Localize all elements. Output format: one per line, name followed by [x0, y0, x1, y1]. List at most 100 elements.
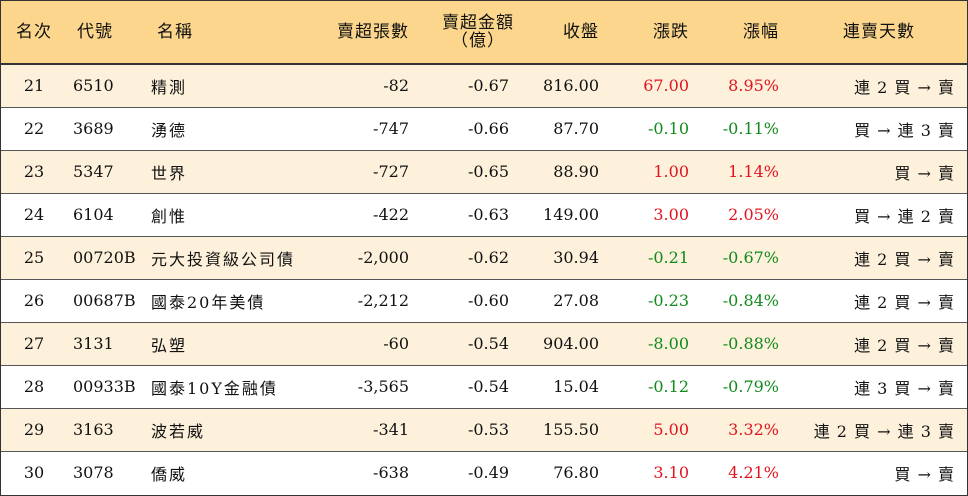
cell-streak: 連 2 買 → 連 3 賣 [813, 421, 955, 441]
cell-streak: 買 → 連 2 賣 [854, 206, 955, 226]
cell-net-sell-amount: -0.65 [467, 162, 509, 181]
cell-rank: 25 [23, 248, 45, 267]
header-pct-change: 漲幅 [743, 22, 779, 42]
cell-net-sell-lots: -3,565 [357, 377, 409, 396]
cell-pct-change: 1.14% [728, 162, 779, 181]
cell-pct-change: -0.84% [722, 291, 779, 310]
cell-net-sell-amount: -0.60 [467, 291, 509, 310]
cell-net-sell-lots: -341 [373, 420, 409, 439]
header-net-sell-amount-unit: （億） [451, 31, 505, 51]
table-row: 30 3078 僑威 -638 -0.49 76.80 3.10 4.21% 買 → 賣 [1, 451, 967, 494]
header-net-sell-lots: 賣超張數 [337, 22, 409, 42]
cell-close: 155.50 [543, 420, 599, 439]
table-row: 28 00933B 國泰10Y金融債 -3,565 -0.54 15.04 -0.12 -0.… [1, 365, 967, 408]
cell-pct-change: 8.95% [728, 76, 779, 96]
cell-streak: 連 2 買 → 賣 [854, 249, 955, 269]
header-row: 名次 代號 名稱 賣超張數 賣超金額 （億） 收盤 漲跌 漲幅 連賣天數 [1, 1, 967, 64]
cell-net-sell-amount: -0.53 [467, 420, 509, 439]
cell-name: 世界 [151, 163, 188, 183]
cell-pct-change: -0.11% [722, 119, 779, 138]
cell-name: 國泰10Y金融債 [151, 378, 278, 398]
header-net-sell-amount: 賣超金額 （億） [421, 1, 521, 64]
cell-net-sell-lots: -82 [383, 76, 409, 96]
cell-rank: 23 [23, 162, 45, 181]
table-row: 24 6104 創惟 -422 -0.63 149.00 3.00 2.05% 買 → 連 2 … [1, 193, 967, 236]
cell-close: 76.80 [553, 463, 599, 483]
cell-pct-change: 2.05% [728, 205, 779, 224]
cell-rank: 29 [23, 420, 45, 439]
header-code: 代號 [77, 22, 113, 42]
cell-code: 6104 [73, 205, 114, 224]
cell-change: 67.00 [643, 76, 689, 96]
cell-streak: 買 → 連 3 賣 [854, 120, 955, 140]
cell-net-sell-lots: -727 [373, 162, 409, 181]
cell-net-sell-lots: -422 [373, 205, 409, 224]
cell-net-sell-lots: -638 [373, 463, 409, 483]
cell-close: 88.90 [553, 162, 599, 181]
cell-name: 湧德 [151, 120, 188, 140]
cell-close: 15.04 [553, 377, 599, 396]
cell-name: 僑威 [151, 464, 188, 484]
cell-streak: 買 → 賣 [894, 163, 955, 183]
cell-net-sell-lots: -2,000 [357, 248, 409, 267]
cell-rank: 28 [23, 377, 45, 396]
cell-pct-change: -0.67% [722, 248, 779, 267]
cell-code: 3689 [73, 119, 114, 138]
cell-code: 6510 [73, 76, 114, 96]
cell-change: 3.10 [653, 463, 689, 483]
cell-code: 00720B [73, 248, 136, 267]
cell-pct-change: -0.79% [722, 377, 779, 396]
header-net-sell-amount-label: 賣超金額 [442, 13, 514, 33]
cell-pct-change: -0.88% [722, 334, 779, 353]
cell-change: -0.10 [647, 119, 689, 138]
table-row: 22 3689 湧德 -747 -0.66 87.70 -0.10 -0.11% 買 → 連 3… [1, 107, 967, 150]
cell-code: 5347 [73, 162, 114, 181]
cell-net-sell-amount: -0.49 [467, 463, 509, 483]
table-row: 21 6510 精測 -82 -0.67 816.00 67.00 8.95% 連 2 買 → … [1, 64, 967, 107]
cell-close: 816.00 [543, 76, 599, 96]
cell-net-sell-amount: -0.66 [467, 119, 509, 138]
cell-name: 精測 [151, 77, 188, 97]
table-row: 27 3131 弘塑 -60 -0.54 904.00 -8.00 -0.88% 連 2 買 →… [1, 322, 967, 365]
cell-rank: 26 [23, 291, 45, 310]
cell-close: 149.00 [543, 205, 599, 224]
cell-name: 弘塑 [151, 335, 188, 355]
table-row: 25 00720B 元大投資級公司債 -2,000 -0.62 30.94 -0.21 -0.… [1, 236, 967, 279]
header-name: 名稱 [157, 22, 193, 42]
cell-net-sell-amount: -0.54 [467, 334, 509, 353]
cell-code: 3131 [73, 334, 114, 353]
cell-code: 3078 [73, 463, 114, 483]
cell-rank: 30 [23, 463, 45, 483]
cell-streak: 連 2 買 → 賣 [854, 77, 955, 97]
cell-change: -0.23 [647, 291, 689, 310]
cell-streak: 連 2 買 → 賣 [854, 292, 955, 312]
cell-pct-change: 4.21% [728, 463, 779, 483]
table-row: 23 5347 世界 -727 -0.65 88.90 1.00 1.14% 買 → 賣 [1, 150, 967, 193]
cell-close: 30.94 [553, 248, 599, 267]
table-body: 21 6510 精測 -82 -0.67 816.00 67.00 8.95% 連 2 買 → … [1, 64, 967, 494]
cell-rank: 27 [23, 334, 45, 353]
cell-change: 3.00 [653, 205, 689, 224]
table-row: 26 00687B 國泰20年美債 -2,212 -0.60 27.08 -0.23 -0.8… [1, 279, 967, 322]
cell-change: -0.12 [647, 377, 689, 396]
cell-close: 27.08 [553, 291, 599, 310]
cell-name: 創惟 [151, 206, 188, 226]
header-close: 收盤 [563, 22, 599, 42]
cell-change: -0.21 [647, 248, 689, 267]
cell-net-sell-lots: -60 [383, 334, 409, 353]
cell-close: 904.00 [543, 334, 599, 353]
cell-pct-change: 3.32% [728, 420, 779, 439]
cell-name: 國泰20年美債 [151, 292, 266, 312]
cell-change: -8.00 [647, 334, 689, 353]
cell-change: 1.00 [653, 162, 689, 181]
cell-close: 87.70 [553, 119, 599, 138]
cell-code: 00687B [73, 291, 136, 310]
header-streak: 連賣天數 [843, 22, 915, 42]
cell-streak: 連 2 買 → 賣 [854, 335, 955, 355]
header-change: 漲跌 [653, 22, 689, 42]
cell-net-sell-amount: -0.63 [467, 205, 509, 224]
table-header: 名次 代號 名稱 賣超張數 賣超金額 （億） 收盤 漲跌 漲幅 連賣天數 [1, 1, 967, 64]
cell-net-sell-lots: -2,212 [357, 291, 409, 310]
